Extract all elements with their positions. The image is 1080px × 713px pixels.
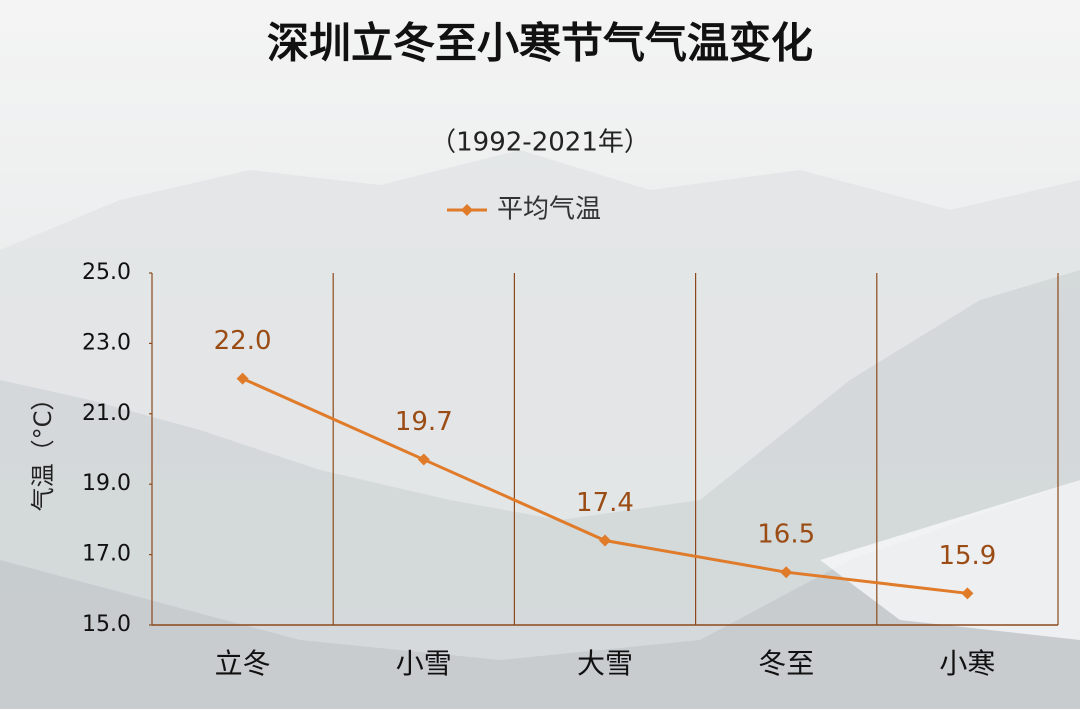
value-label: 15.9 xyxy=(938,541,996,571)
point xyxy=(417,453,430,466)
y-axis-label: 气温（°C） xyxy=(29,387,57,512)
x-tick-label: 冬至 xyxy=(758,647,814,680)
value-label: 16.5 xyxy=(757,520,815,550)
value-label: 19.7 xyxy=(395,407,453,437)
point xyxy=(236,372,249,385)
point xyxy=(599,534,611,547)
value-label: 17.4 xyxy=(576,488,634,518)
point xyxy=(961,587,974,600)
y-tick-label: 17.0 xyxy=(82,542,131,567)
y-tick-label: 25.0 xyxy=(82,260,131,285)
chart-title: 深圳立冬至小寒节气气温变化 xyxy=(267,19,813,68)
snow-field xyxy=(820,480,1080,640)
y-tick-label: 23.0 xyxy=(82,330,131,355)
chart-subtitle: （1992-2021年） xyxy=(430,128,650,158)
y-tick-label: 15.0 xyxy=(82,612,131,637)
x-tick-label: 立冬 xyxy=(215,647,271,680)
legend-label: 平均气温 xyxy=(497,195,601,225)
legend-marker xyxy=(461,204,473,216)
x-tick-label: 大雪 xyxy=(577,647,633,680)
x-tick-label: 小雪 xyxy=(396,647,452,680)
y-tick-label: 21.0 xyxy=(82,401,131,426)
x-tick-label: 小寒 xyxy=(939,647,995,680)
point xyxy=(780,566,793,579)
forest xyxy=(0,480,1080,709)
y-tick-label: 19.0 xyxy=(82,471,131,496)
value-label: 22.0 xyxy=(214,326,272,356)
mountain xyxy=(0,270,1080,709)
